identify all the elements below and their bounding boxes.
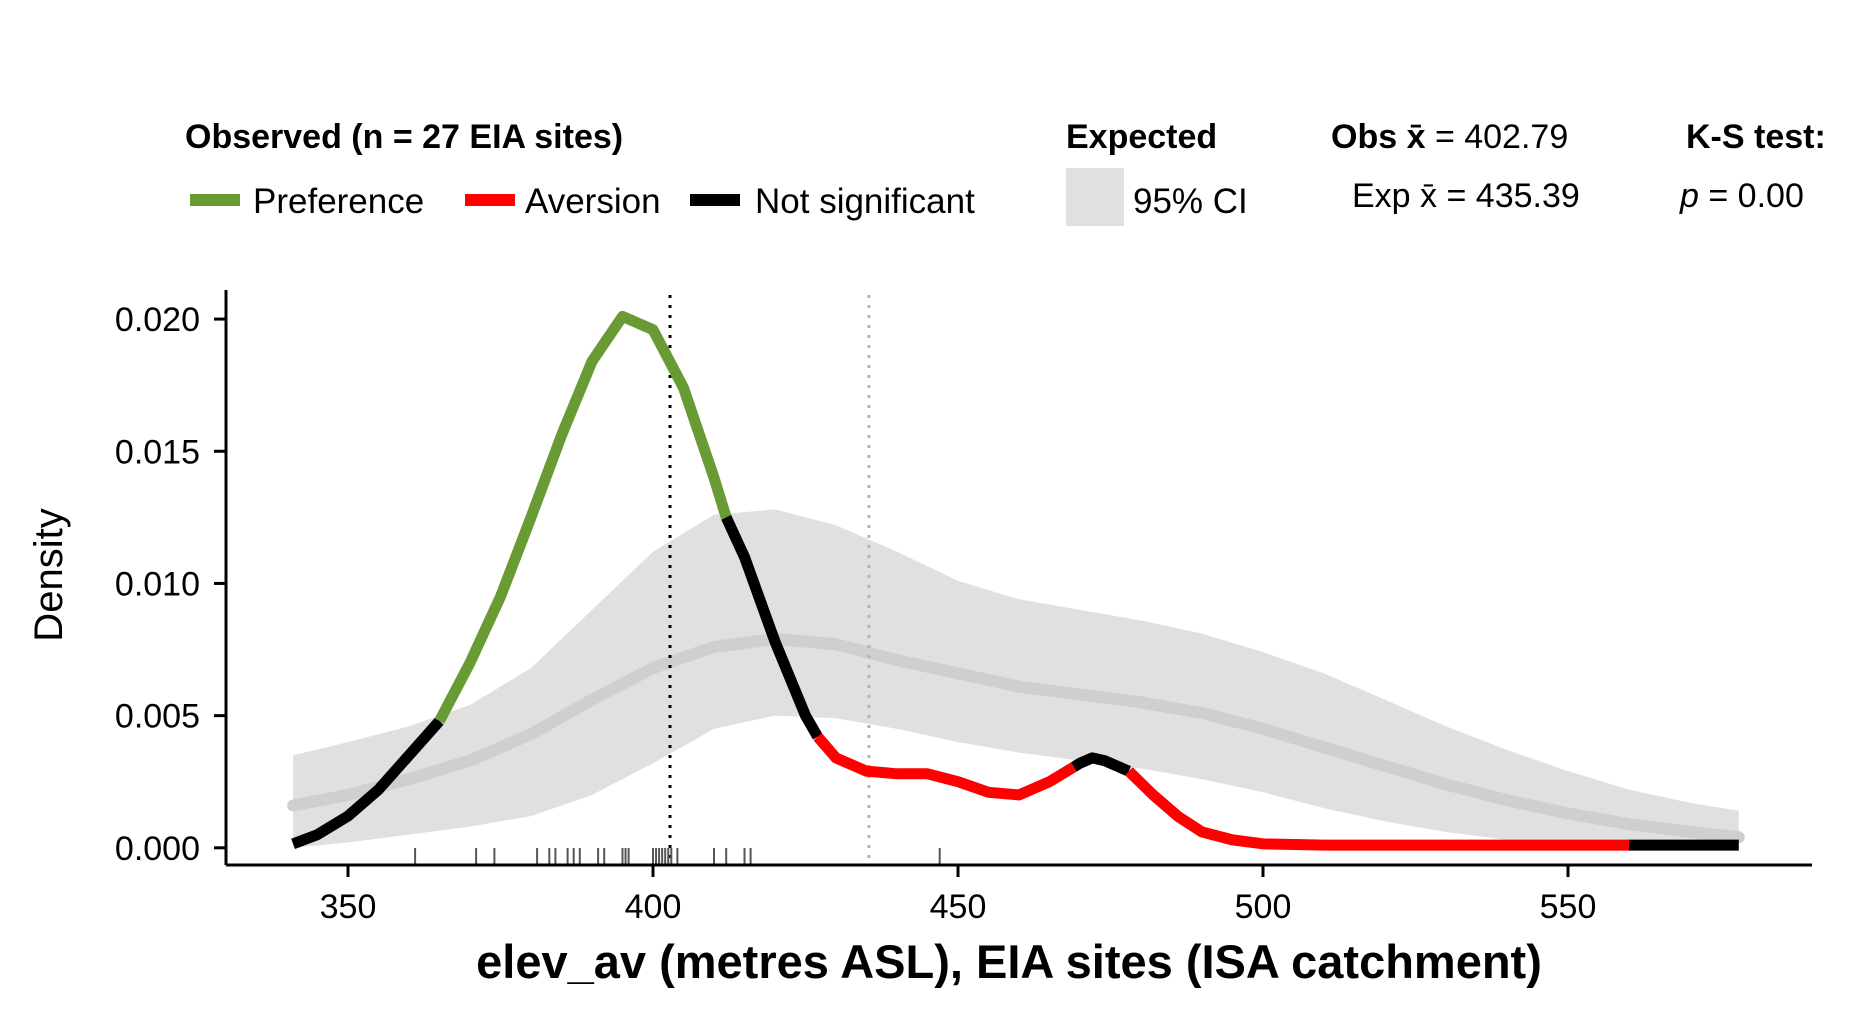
y-tick-label-0: 0.000 — [115, 830, 200, 868]
x-tick-label-400: 400 — [625, 888, 682, 926]
legend-exp-mean: Exp x̄ = 435.39 — [1352, 177, 1580, 215]
x-tick-label-500: 500 — [1235, 888, 1292, 926]
observed-segment-6 — [1124, 767, 1629, 851]
legend-not-significant-label: Not significant — [755, 182, 975, 221]
legend-aversion-label: Aversion — [525, 182, 661, 221]
legend-ci-swatch — [1066, 168, 1124, 226]
legend-obs-mean: Obs x̄ = 402.79 — [1331, 118, 1568, 156]
observed-segment-4 — [813, 733, 1077, 801]
expected-density-line — [287, 632, 1745, 844]
legend-not-significant-swatch — [690, 194, 740, 206]
y-tick-label-4: 0.020 — [115, 301, 200, 339]
legend-ks-title: K-S test: — [1686, 118, 1826, 156]
x-axis-title: elev_av (metres ASL), EIA sites (ISA cat… — [476, 935, 1542, 988]
x-tick-label-550: 550 — [1540, 888, 1597, 926]
y-tick-label-1: 0.005 — [115, 698, 200, 736]
legend-observed-title: Observed (n = 27 EIA sites) — [185, 118, 623, 156]
legend-preference-swatch — [190, 194, 240, 206]
observed-segment-5 — [1071, 752, 1131, 777]
legend-expected-title: Expected — [1066, 118, 1217, 156]
observed-segment-2 — [434, 310, 732, 724]
y-axis-title: Density — [27, 508, 71, 641]
observed-segment-3 — [721, 515, 823, 740]
legend-ks-p: p = 0.00 — [1679, 177, 1804, 215]
x-tick-label-450: 450 — [930, 888, 987, 926]
legend-ci-label: 95% CI — [1133, 182, 1248, 221]
y-tick-label-2: 0.010 — [115, 565, 200, 603]
y-tick-label-3: 0.015 — [115, 433, 200, 471]
x-tick-label-350: 350 — [320, 888, 377, 926]
legend-aversion-swatch — [465, 194, 515, 206]
observed-segment-1 — [291, 717, 444, 849]
legend-preference-label: Preference — [253, 182, 424, 221]
